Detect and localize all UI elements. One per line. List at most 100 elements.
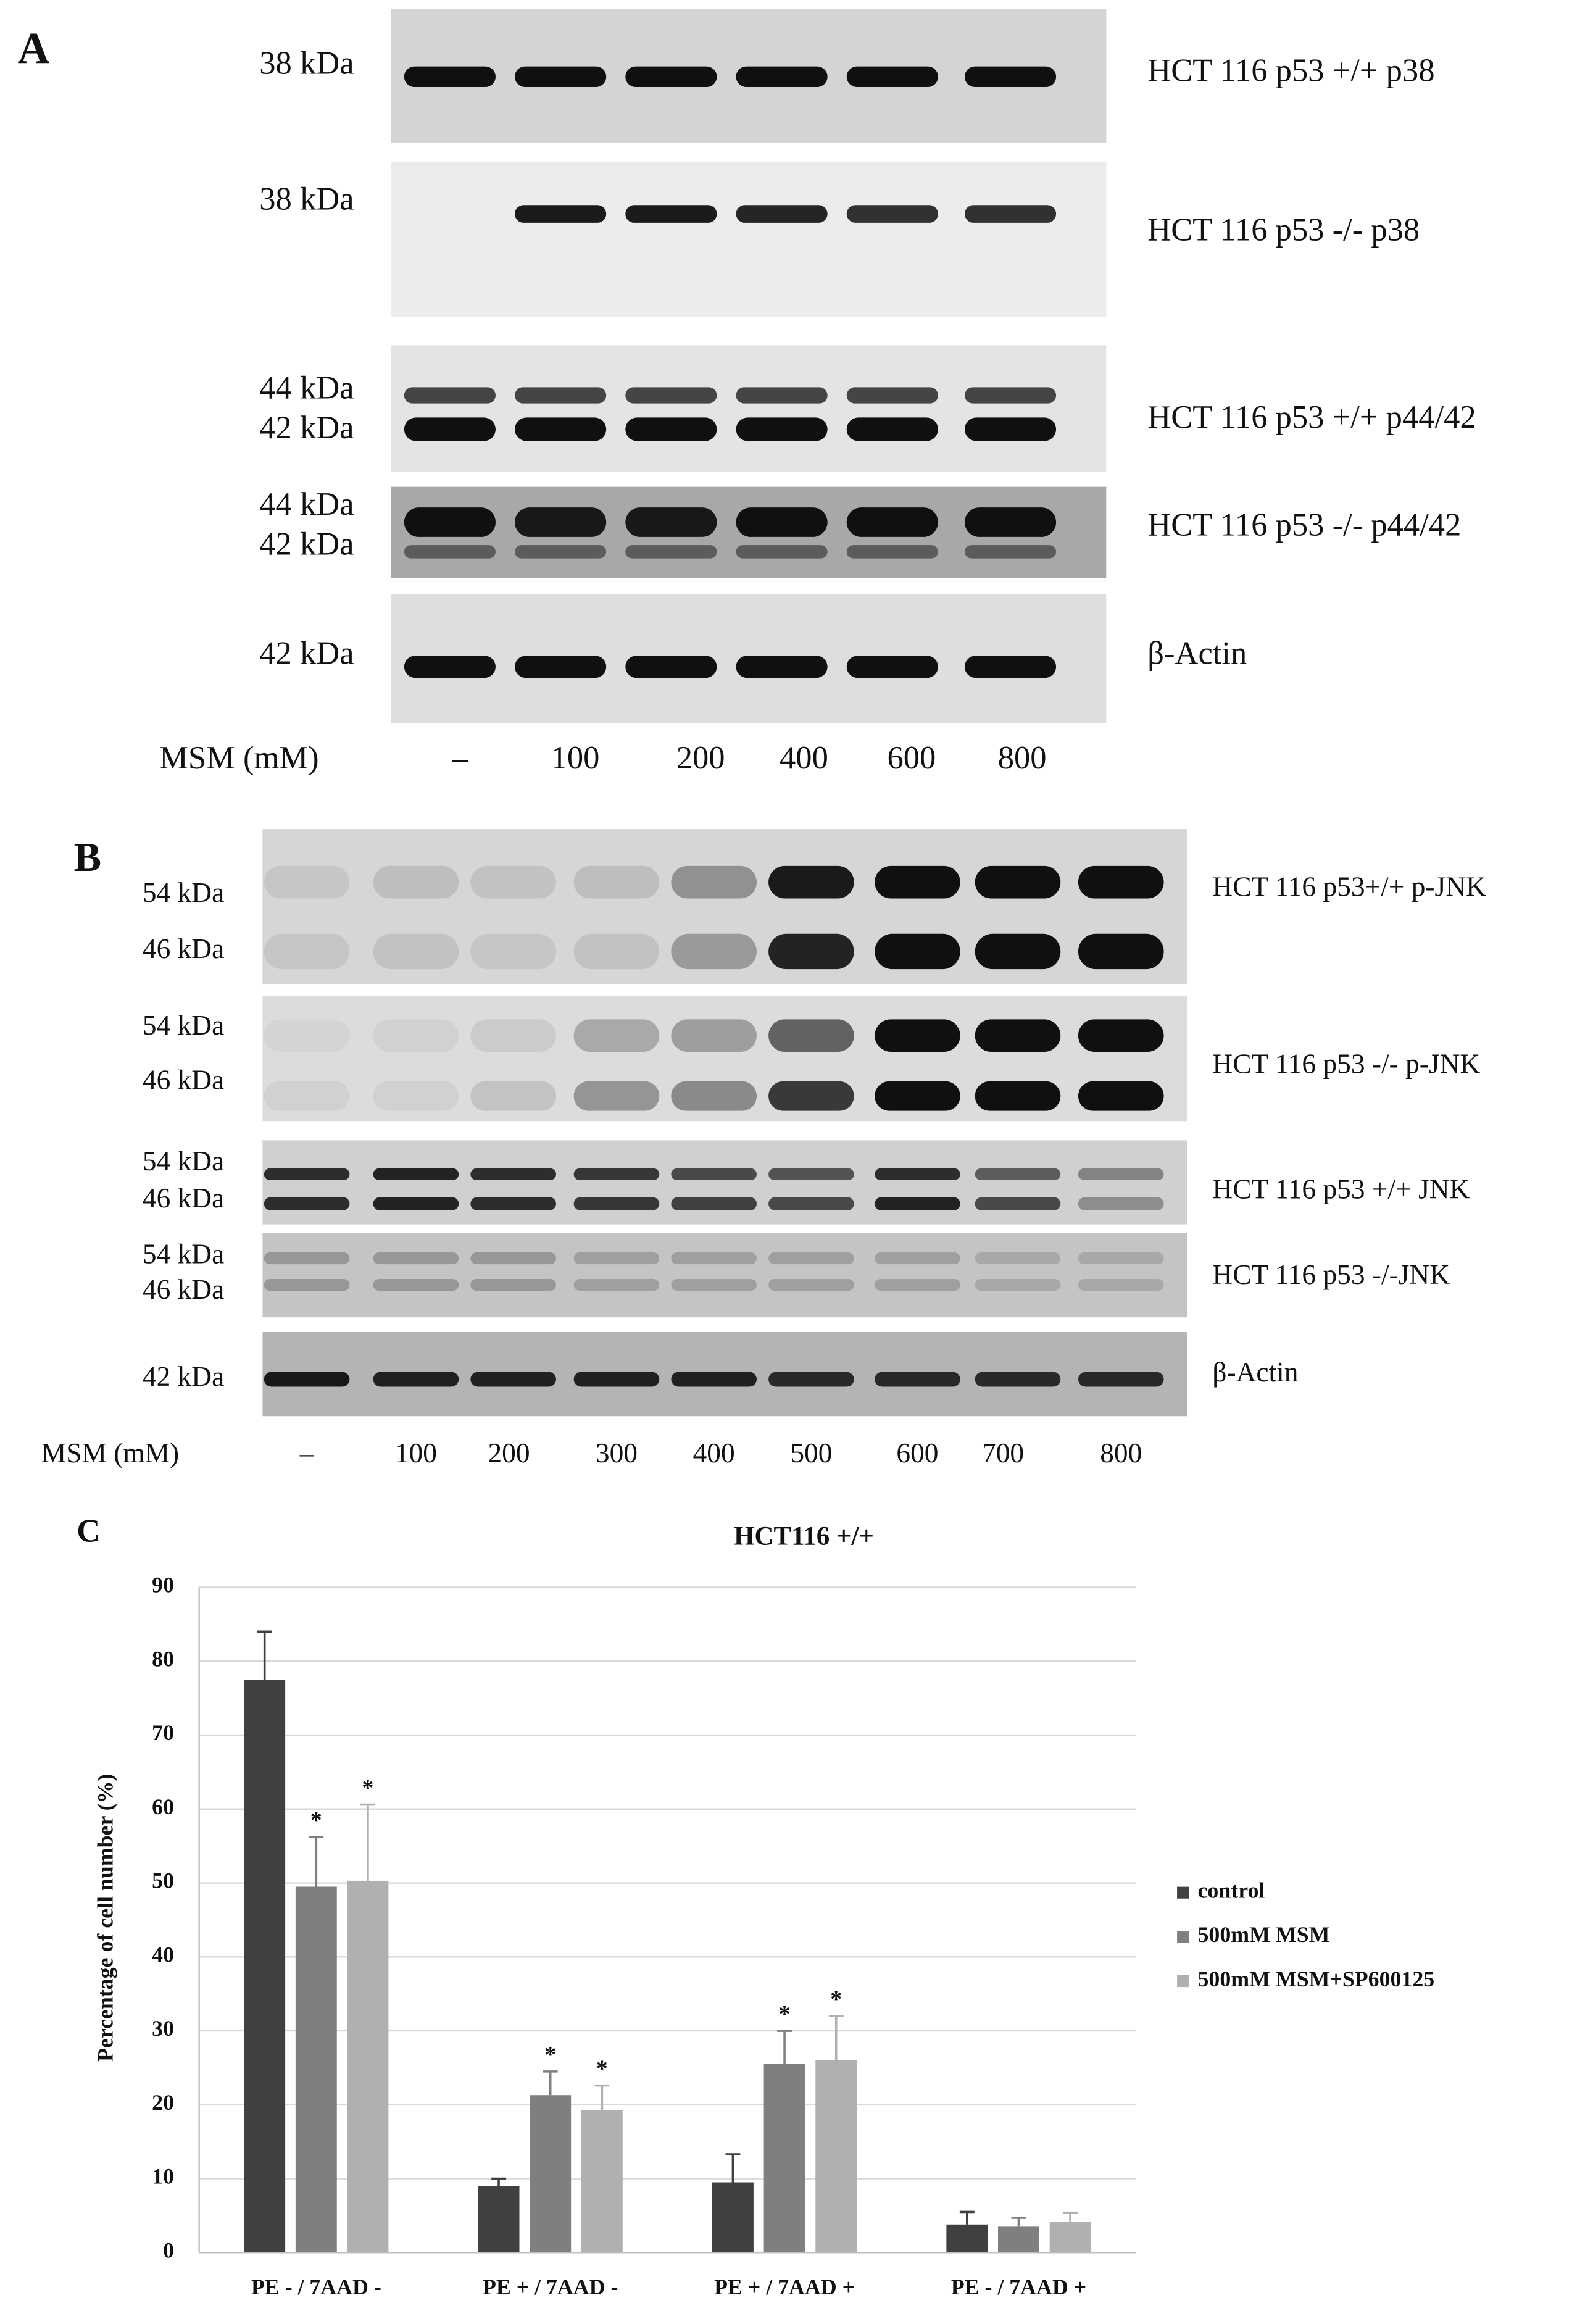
blot-band [671, 1197, 757, 1210]
blot-band [768, 1372, 854, 1387]
blot-band [846, 656, 938, 678]
blot-band [975, 865, 1061, 899]
blot-name: β-Actin [1212, 1357, 1298, 1388]
blot-band [875, 1252, 960, 1265]
blot-band [1078, 1168, 1164, 1180]
blot-band [264, 1019, 350, 1052]
dose-label: – [451, 740, 468, 776]
dose-label: 100 [395, 1438, 437, 1468]
blot-strip [391, 162, 1107, 317]
bar [530, 2095, 572, 2253]
y-tick-label: 70 [152, 1720, 174, 1745]
blot-band [515, 545, 607, 559]
blot-band [573, 1197, 660, 1210]
blot-band [373, 1252, 459, 1265]
bar [712, 2182, 754, 2253]
blot-band [373, 1372, 459, 1387]
blot-band [964, 417, 1057, 441]
mw-marker: 54 kDa [143, 1010, 224, 1041]
blot-band [1078, 1372, 1164, 1387]
blot-band [625, 66, 717, 88]
blot-band [515, 656, 607, 678]
mw-marker: 46 kDa [143, 933, 224, 964]
significance-marker: * [830, 1986, 842, 2012]
blot-band [373, 1081, 459, 1111]
bar [478, 2186, 520, 2253]
y-tick-label: 80 [152, 1646, 174, 1671]
treatment-label: MSM (mM) [159, 740, 318, 776]
blot-band [470, 1197, 556, 1210]
blot-band [875, 1372, 960, 1387]
blot-band [573, 1279, 660, 1291]
mw-marker: 46 kDa [143, 1274, 224, 1305]
blot-strip [262, 1233, 1187, 1318]
blot-band [768, 1168, 854, 1180]
blot-band [264, 1197, 350, 1210]
blot-band [768, 1197, 854, 1210]
blot-band [768, 1279, 854, 1291]
dose-label: 600 [887, 740, 936, 776]
blot-band [373, 1279, 459, 1291]
blot-band [846, 507, 938, 537]
blot-band [470, 1252, 556, 1265]
blot-band [736, 387, 828, 404]
blot-band [875, 1081, 960, 1111]
blot-band [1078, 933, 1164, 970]
dose-label: 700 [982, 1438, 1024, 1468]
blot-name: HCT 116 p53 +/+ p38 [1147, 53, 1434, 89]
y-tick-label: 20 [152, 2090, 174, 2115]
dose-label: – [299, 1438, 314, 1468]
blot-band [573, 1168, 660, 1180]
panel-label: C [77, 1514, 100, 1549]
dose-label: 100 [551, 740, 600, 776]
mw-marker: 44 kDa [259, 486, 354, 522]
legend-swatch [1177, 1886, 1189, 1899]
mw-marker: 38 kDa [259, 181, 354, 217]
blot-band [573, 933, 660, 970]
blot-band [404, 205, 496, 223]
blot-band [404, 417, 496, 441]
blot-strip [262, 1140, 1187, 1225]
blot-band [768, 1252, 854, 1265]
y-tick-label: 90 [152, 1573, 174, 1597]
blot-band [264, 1279, 350, 1291]
y-axis-label: Percentage of cell number (%) [93, 1774, 118, 2062]
blot-band [671, 1168, 757, 1180]
blot-band [1078, 1019, 1164, 1052]
mw-marker: 44 kDa [259, 370, 354, 406]
bar [347, 1880, 389, 2253]
mw-marker: 46 kDa [143, 1065, 224, 1096]
blot-band [671, 1372, 757, 1387]
blot-band [768, 1019, 854, 1052]
panel-label: A [18, 24, 50, 73]
treatment-label: MSM (mM) [41, 1438, 179, 1468]
blot-band [515, 507, 607, 537]
blot-band [1078, 1081, 1164, 1111]
blot-band [975, 1197, 1061, 1210]
significance-marker: * [779, 2001, 791, 2027]
significance-marker: * [544, 2042, 556, 2068]
y-tick-label: 30 [152, 2016, 174, 2041]
blot-band [671, 933, 757, 970]
blot-band [768, 1081, 854, 1111]
blot-band [964, 507, 1057, 537]
blot-band [875, 1019, 960, 1052]
blot-band [875, 865, 960, 899]
blot-band [625, 417, 717, 441]
blot-band [736, 66, 828, 88]
blot-band [846, 387, 938, 404]
blot-name: β-Actin [1147, 636, 1247, 672]
blot-band [846, 545, 938, 559]
blot-band [671, 1252, 757, 1265]
panel-label: B [73, 835, 101, 880]
mw-marker: 38 kDa [259, 46, 354, 81]
bar [763, 2064, 805, 2253]
blot-band [1078, 865, 1164, 899]
blot-band [671, 1279, 757, 1291]
blot-band [975, 1081, 1061, 1111]
dose-label: 800 [998, 740, 1047, 776]
legend-swatch [1177, 1931, 1189, 1943]
dose-label: 400 [780, 740, 828, 776]
